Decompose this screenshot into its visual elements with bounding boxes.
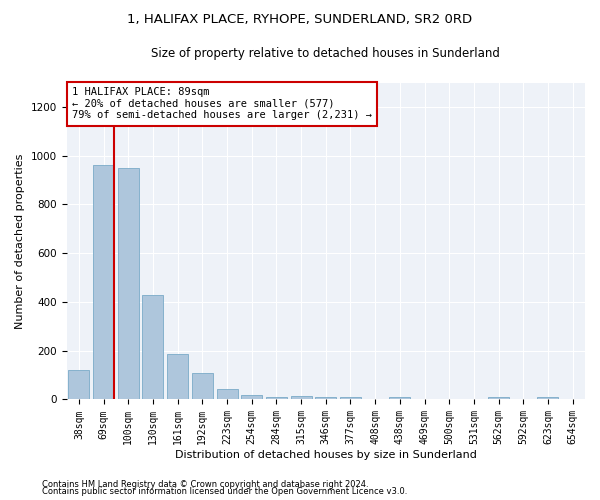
Bar — [167, 354, 188, 400]
Bar — [488, 397, 509, 400]
Bar — [118, 168, 139, 400]
Bar — [68, 370, 89, 400]
Text: Contains public sector information licensed under the Open Government Licence v3: Contains public sector information licen… — [42, 488, 407, 496]
Text: 1, HALIFAX PLACE, RYHOPE, SUNDERLAND, SR2 0RD: 1, HALIFAX PLACE, RYHOPE, SUNDERLAND, SR… — [127, 12, 473, 26]
Bar — [290, 396, 311, 400]
Y-axis label: Number of detached properties: Number of detached properties — [15, 154, 25, 328]
Bar — [340, 397, 361, 400]
Bar — [241, 395, 262, 400]
Bar — [192, 372, 213, 400]
Text: Contains HM Land Registry data © Crown copyright and database right 2024.: Contains HM Land Registry data © Crown c… — [42, 480, 368, 489]
Bar — [142, 294, 163, 400]
Bar — [315, 396, 336, 400]
Bar — [538, 397, 559, 400]
X-axis label: Distribution of detached houses by size in Sunderland: Distribution of detached houses by size … — [175, 450, 477, 460]
Bar — [266, 396, 287, 400]
Bar — [93, 166, 114, 400]
Title: Size of property relative to detached houses in Sunderland: Size of property relative to detached ho… — [151, 48, 500, 60]
Text: 1 HALIFAX PLACE: 89sqm
← 20% of detached houses are smaller (577)
79% of semi-de: 1 HALIFAX PLACE: 89sqm ← 20% of detached… — [72, 88, 372, 120]
Bar — [389, 397, 410, 400]
Bar — [217, 388, 238, 400]
